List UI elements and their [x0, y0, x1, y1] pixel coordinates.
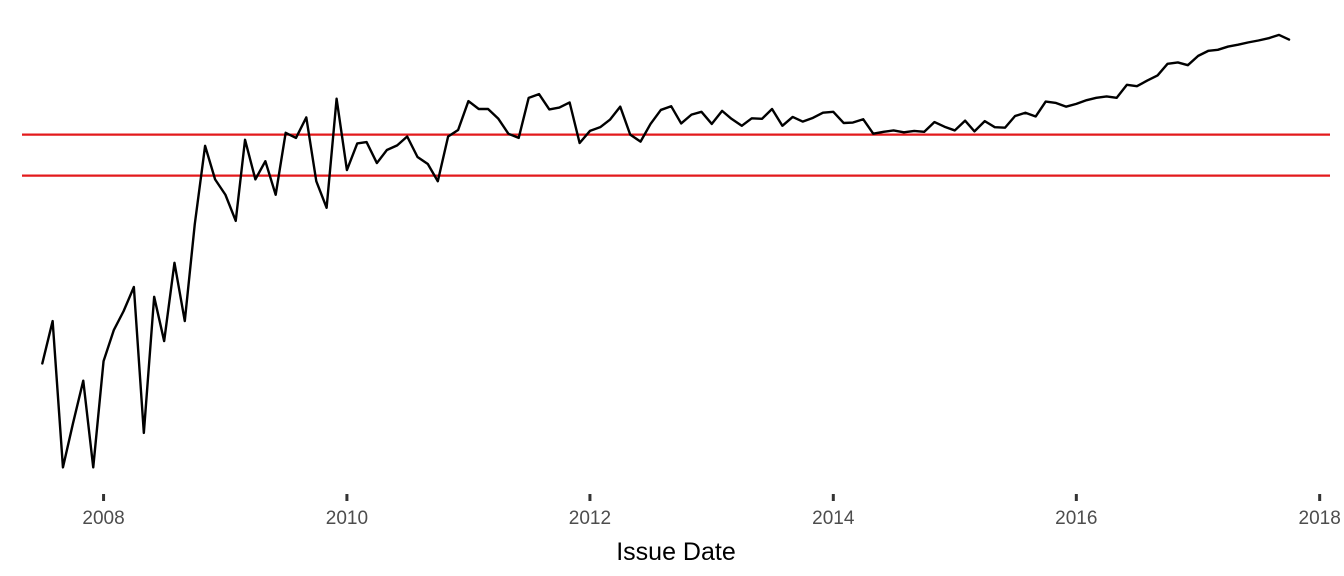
x-axis-title: Issue Date — [616, 538, 736, 566]
series-layer — [41, 33, 1291, 469]
x-tick-label-2014: 2014 — [812, 508, 855, 529]
series-line-1 — [41, 33, 1291, 469]
x-tick-label-2010: 2010 — [326, 508, 368, 529]
x-axis: 2008 2010 2012 2014 2016 2018 — [82, 494, 1341, 529]
reference-lines — [22, 133, 1330, 177]
x-tick-label-2012: 2012 — [569, 508, 611, 529]
x-tick-label-2008: 2008 — [82, 508, 124, 529]
x-tick-label-2018: 2018 — [1299, 508, 1341, 529]
x-tick-label-2016: 2016 — [1055, 508, 1097, 529]
